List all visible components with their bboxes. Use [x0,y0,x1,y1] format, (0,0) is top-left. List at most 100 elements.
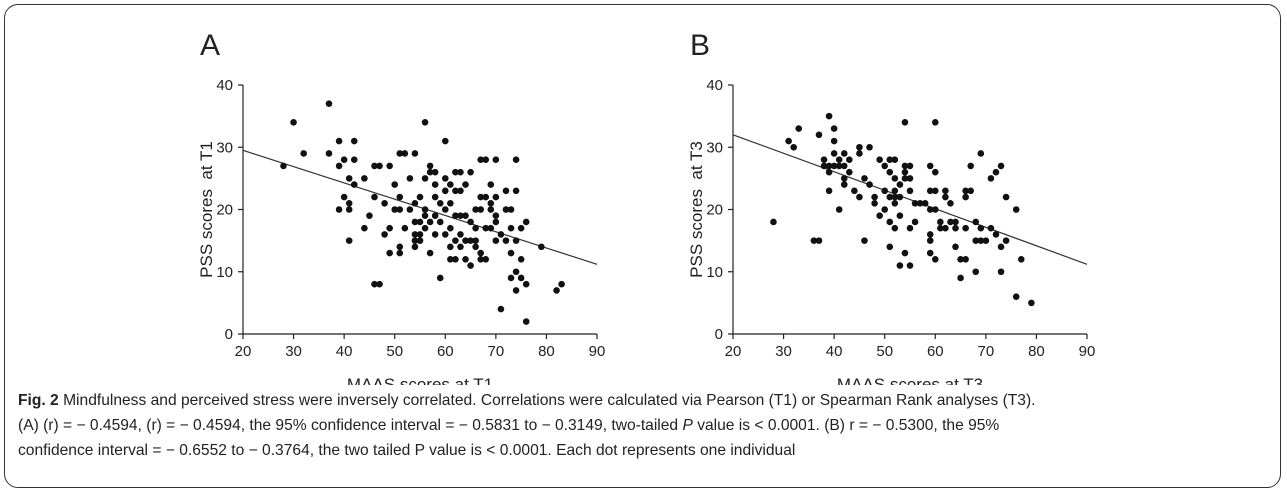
data-point [406,175,414,182]
data-point [447,199,454,207]
data-point [825,112,833,120]
data-point [840,150,848,157]
data-point [992,168,1000,176]
data-point [876,212,883,220]
data-point [977,150,985,157]
data-point [926,162,934,170]
data-point [972,237,980,244]
data-point [280,162,287,170]
data-point [411,150,419,157]
data-point [487,181,495,188]
data-point [856,143,863,151]
data-point [906,224,914,232]
data-point [881,162,889,170]
data-point [300,150,307,157]
data-point [825,162,833,170]
x-tick-label: 70 [978,343,995,360]
data-point [467,262,474,269]
data-point [467,218,474,226]
data-point [335,162,343,170]
data-point [866,143,873,151]
y-tick-label: 10 [216,264,233,281]
data-point [436,274,444,282]
data-point [1017,255,1025,263]
data-point [441,231,449,238]
data-point [366,212,373,220]
data-point [436,218,444,226]
data-point [396,150,404,157]
data-point [840,175,848,182]
data-point [396,243,404,251]
data-point [462,237,469,244]
data-point [386,224,393,232]
data-point [482,156,490,163]
data-point [987,175,995,182]
data-point [477,249,484,257]
data-point [997,243,1005,251]
data-point [487,224,495,232]
data-point [431,181,439,188]
data-point [376,162,383,170]
data-point [426,162,434,170]
data-point [457,212,464,220]
data-point [846,156,853,163]
data-point [967,187,974,195]
data-point [452,168,459,176]
data-point [871,199,878,207]
data-point [886,156,894,163]
data-point [881,187,889,195]
data-point [421,119,429,126]
data-point [421,212,429,220]
data-point [810,237,818,244]
data-point [886,218,894,226]
y-tick-label: 30 [216,139,233,156]
data-point [497,231,505,238]
data-point [441,137,449,145]
data-point [441,175,449,182]
data-point [457,243,464,251]
data-point [815,131,823,139]
data-point [830,125,838,132]
data-point [891,199,899,207]
data-point [416,193,424,201]
data-point [866,181,873,188]
data-point [785,137,792,145]
data-point [987,224,995,232]
figure-caption: Fig. 2 Mindfulness and perceived stress … [18,388,1268,463]
x-tick-label: 80 [1028,343,1045,360]
data-point [482,255,490,263]
data-point [861,237,868,244]
data-point [815,237,823,244]
data-point [1002,193,1010,201]
x-tick-label: 60 [437,343,454,360]
data-point [406,206,414,213]
data-point [482,224,490,232]
data-point [487,199,495,207]
data-point [997,268,1005,276]
panel-b: B 0 10 20 30 40 20 30 40 50 60 70 80 90 MAAS scores at… [630,0,1110,385]
data-point [421,224,429,232]
data-point [906,187,914,195]
data-point [421,175,429,182]
data-point [512,287,520,294]
data-point [1012,206,1020,213]
data-point [492,156,500,163]
data-point [891,175,899,182]
data-point [386,249,393,257]
data-point [957,255,964,263]
data-point [335,137,343,145]
data-point [477,206,484,213]
data-point [507,249,515,257]
x-tick-label: 70 [488,343,505,360]
data-point [926,187,934,195]
data-point [962,187,969,195]
data-point [441,187,449,195]
data-point [825,168,833,176]
data-point [350,181,358,188]
data-point [467,237,474,244]
data-point [411,231,419,238]
data-point [982,237,990,244]
data-point [472,206,479,213]
data-point [335,206,343,213]
data-point [916,199,924,207]
